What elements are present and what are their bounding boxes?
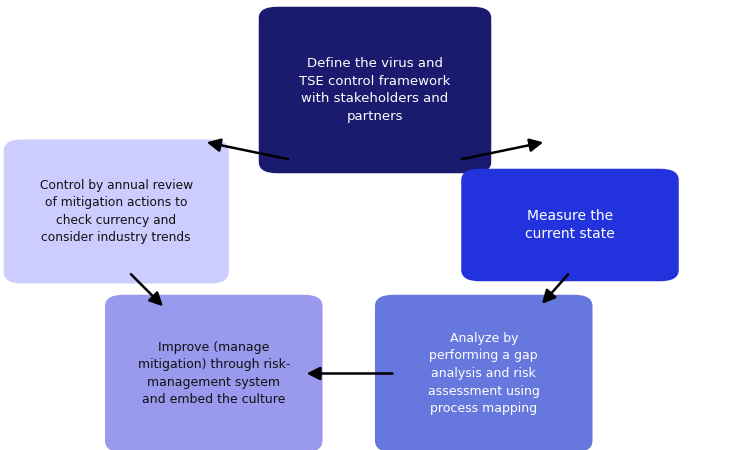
FancyBboxPatch shape — [375, 295, 592, 450]
Text: Improve (manage
mitigation) through risk-
management system
and embed the cultur: Improve (manage mitigation) through risk… — [137, 341, 290, 406]
FancyBboxPatch shape — [4, 140, 229, 284]
Text: Define the virus and
TSE control framework
with stakeholders and
partners: Define the virus and TSE control framewo… — [299, 57, 451, 123]
Text: Measure the
current state: Measure the current state — [525, 208, 615, 242]
Text: Control by annual review
of mitigation actions to
check currency and
consider in: Control by annual review of mitigation a… — [40, 179, 193, 244]
FancyBboxPatch shape — [461, 169, 679, 281]
FancyBboxPatch shape — [259, 7, 491, 173]
Text: Analyze by
performing a gap
analysis and risk
assessment using
process mapping: Analyze by performing a gap analysis and… — [427, 332, 540, 415]
FancyBboxPatch shape — [105, 295, 322, 450]
